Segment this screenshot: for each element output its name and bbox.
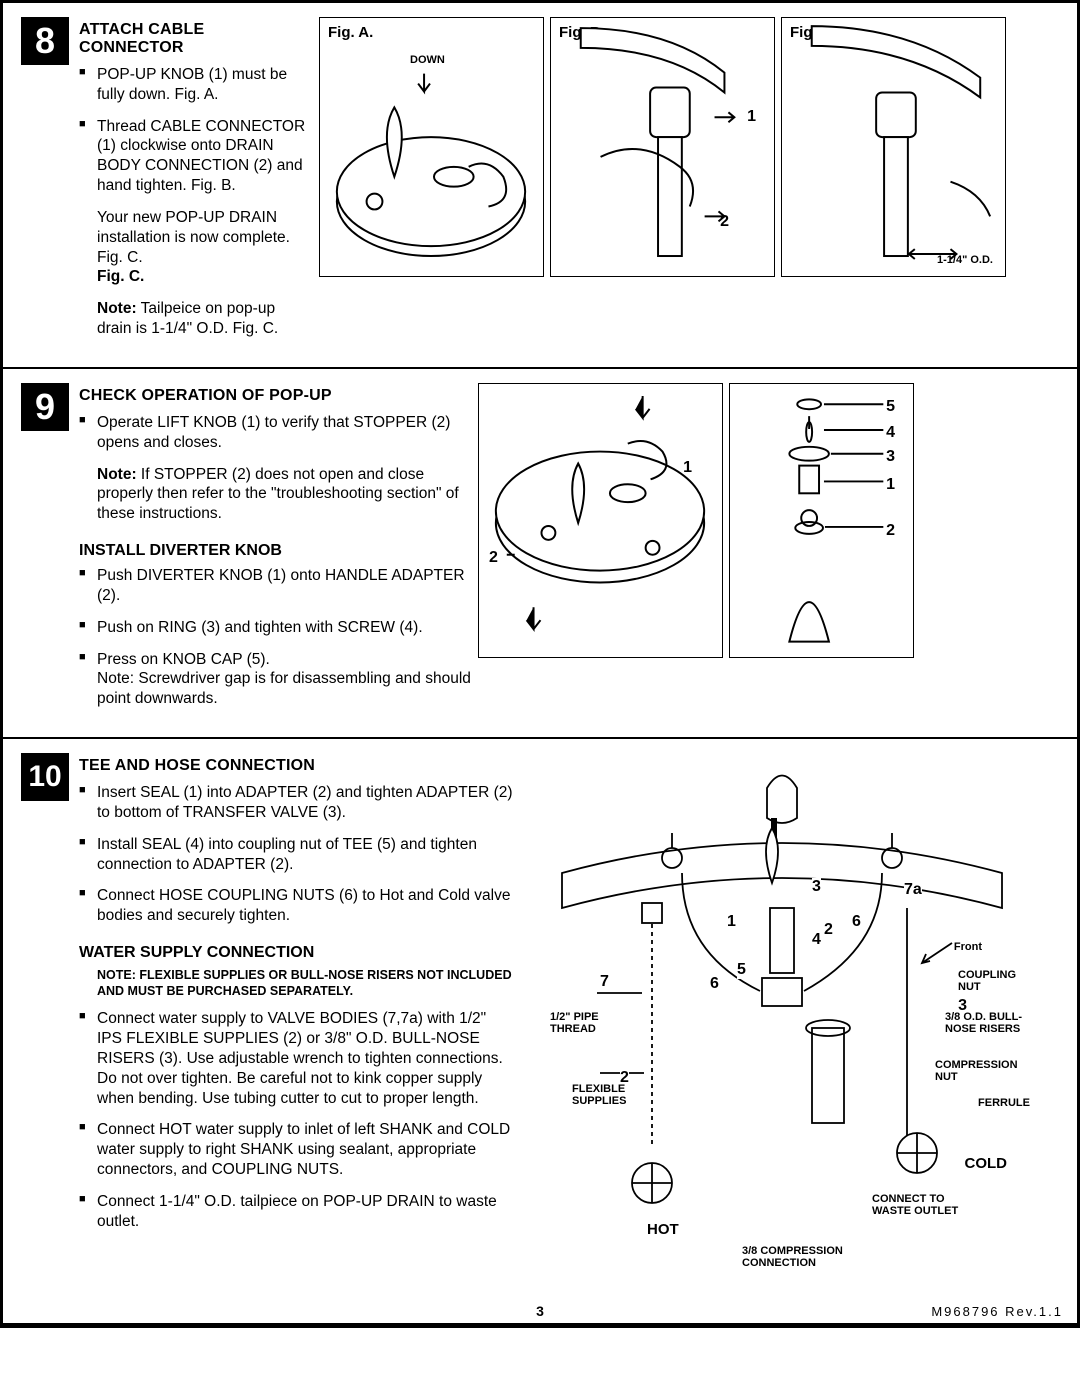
step-9-title2: INSTALL DIVERTER KNOB [79,542,474,560]
step-8-para: Your new POP-UP DRAIN installation is no… [79,208,309,287]
step-8-title: ATTACH CABLE CONNECTOR [79,21,309,57]
d-n3: 3 [812,878,821,896]
step-8-bullet: POP-UP KNOB (1) must be fully down. Fig.… [79,65,309,105]
d-front: Front [954,941,982,953]
step-8-note: Note: Tailpeice on pop-up drain is 1-1/4… [79,299,309,339]
step-8-section: 8 ATTACH CABLE CONNECTOR POP-UP KNOB (1)… [3,3,1077,369]
step-10-badge: 10 [21,753,69,801]
step-8-text: ATTACH CABLE CONNECTOR POP-UP KNOB (1) m… [79,17,309,351]
step-10-bullet: Install SEAL (4) into coupling nut of TE… [79,835,514,875]
d-pipe-thread: 1/2" PIPE THREAD [550,1011,620,1035]
step-9-figures: 1 2 [478,383,914,721]
d-ferrule: FERRULE [978,1097,1030,1109]
d-n2: 2 [824,921,833,939]
note-label: Note: [97,466,137,483]
step-10-diagram: 1 2 3 4 5 6 6 7 7a 2 3 Front COUPLING NU… [522,753,1042,1293]
d-n4: 4 [812,931,821,949]
step-10-bullet: Connect 1-1/4" O.D. tailpiece on POP-UP … [79,1192,514,1232]
step-10-title2: WATER SUPPLY CONNECTION [79,944,514,962]
d-hot: HOT [647,1221,679,1238]
step-10-section: 10 TEE AND HOSE CONNECTION Insert SEAL (… [3,739,1077,1325]
d-bullnose: 3/8 O.D. BULL-NOSE RISERS [945,1011,1030,1035]
note-text: If STOPPER (2) does not open and close p… [97,466,459,523]
step-10-bullet: Connect water supply to VALVE BODIES (7,… [79,1009,514,1108]
step-8-figures: Fig. A. DOWN Fig. B. 1 [319,17,1006,351]
step-8-para-text: Your new POP-UP DRAIN installation is no… [97,209,290,266]
d-connect-waste: CONNECT TO WASTE OUTLET [872,1193,982,1217]
d-n1: 1 [727,913,736,931]
fig-a-art [320,18,543,276]
d-n6b: 6 [710,975,719,993]
step-10-bullet: Connect HOT water supply to inlet of lef… [79,1120,514,1179]
step-9-text: CHECK OPERATION OF POP-UP Operate LIFT K… [79,383,474,721]
step-9-badge: 9 [21,383,69,431]
step-9-fig2: 5 4 3 1 2 [729,383,914,658]
page-number: 3 [3,1303,1077,1319]
d-n6: 6 [852,913,861,931]
bullet-text: Press on KNOB CAP (5). Note: Screwdriver… [97,651,471,708]
fig-b-box: Fig. B. 1 2 [550,17,775,277]
step-9-title1: CHECK OPERATION OF POP-UP [79,387,474,405]
d-cold: COLD [965,1155,1008,1172]
step-10-note-block: NOTE: FLEXIBLE SUPPLIES OR BULL-NOSE RIS… [97,968,514,999]
fig-b-art [551,18,774,276]
fig-c-art [782,18,1005,276]
d-n7a: 7a [904,881,922,899]
d-coupling-nut: COUPLING NUT [958,969,1030,993]
step-9-bullet: Operate LIFT KNOB (1) to verify that STO… [79,413,474,453]
step-8-bullet: Thread CABLE CONNECTOR (1) clockwise ont… [79,117,309,196]
d-flexible: FLEXIBLE SUPPLIES [572,1083,642,1107]
d-compression-conn: 3/8 COMPRESSION CONNECTION [742,1245,892,1269]
fig-c-ref: Fig. C. [97,268,144,285]
step-9-bullet: Push DIVERTER KNOB (1) onto HANDLE ADAPT… [79,566,474,606]
instruction-page: 8 ATTACH CABLE CONNECTOR POP-UP KNOB (1)… [0,0,1080,1328]
step-9-note: Note: If STOPPER (2) does not open and c… [79,465,474,524]
step-9-bullet: Press on KNOB CAP (5). Note: Screwdriver… [79,650,474,709]
step-10-bullet: Insert SEAL (1) into ADAPTER (2) and tig… [79,783,514,823]
d-n5: 5 [737,961,746,979]
step-9-section: 9 CHECK OPERATION OF POP-UP Operate LIFT… [3,369,1077,739]
step-10-title1: TEE AND HOSE CONNECTION [79,757,514,775]
d-n7: 7 [600,973,609,991]
note-label: Note: [97,300,137,317]
fig-a-box: Fig. A. DOWN [319,17,544,277]
step-10-text: TEE AND HOSE CONNECTION Insert SEAL (1) … [79,753,514,1293]
step-9-fig2-art [730,384,913,657]
step-8-badge: 8 [21,17,69,65]
step-9-fig1-art [479,384,722,657]
fig-c-box: Fig. C. 1-1/4" O.D. [781,17,1006,277]
revision-label: M968796 Rev.1.1 [931,1304,1063,1319]
d-compression-nut: COMPRESSION NUT [935,1059,1030,1083]
step-10-bullet: Connect HOSE COUPLING NUTS (6) to Hot an… [79,886,514,926]
step-9-fig1: 1 2 [478,383,723,658]
step-9-bullet: Push on RING (3) and tighten with SCREW … [79,618,474,638]
